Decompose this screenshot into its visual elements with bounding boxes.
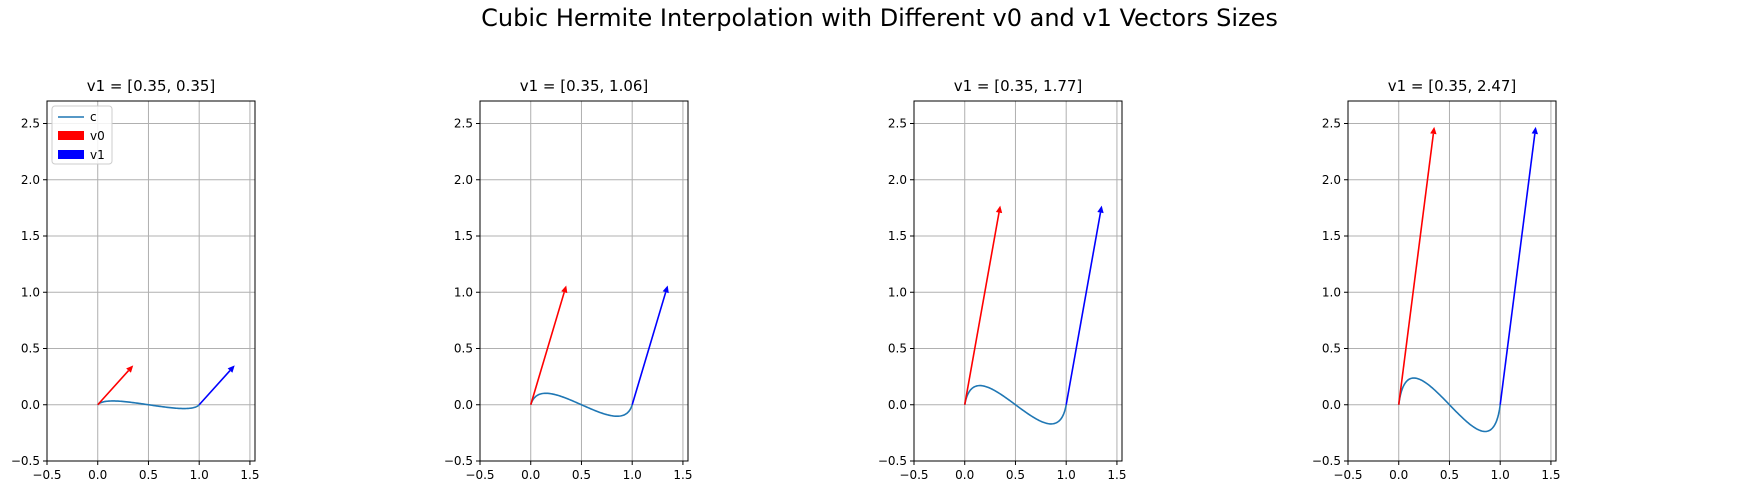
y-tick-label: 2.0 (21, 173, 40, 187)
v0-arrow-head (995, 205, 1003, 214)
v0-arrow-head (561, 285, 568, 294)
y-tick-label: 0.0 (454, 398, 473, 412)
y-tick-label: 0.5 (888, 342, 907, 356)
y-tick-label: 2.0 (888, 173, 907, 187)
legend-swatch-v1 (58, 150, 84, 159)
v1-arrow-shaft (631, 291, 667, 405)
x-tick-label: 0.0 (521, 468, 540, 482)
subplot-title: v1 = [0.35, 1.06] (520, 77, 649, 95)
v0-arrow (529, 285, 568, 405)
x-tick-label: 0.5 (139, 468, 158, 482)
y-tick-label: 1.0 (888, 285, 907, 299)
v1-arrow (1065, 205, 1104, 405)
legend-swatch-v0 (58, 131, 84, 140)
axes-frame (913, 100, 1123, 462)
hermite-curve (529, 392, 633, 418)
v1-arrow-shaft (198, 370, 231, 406)
v1-arrow-shaft (1065, 212, 1102, 405)
y-tick-label: 1.0 (1322, 285, 1341, 299)
v1-arrow-head (227, 365, 235, 373)
x-tick-label: −0.5 (1333, 468, 1362, 482)
v0-arrow-shaft (529, 291, 566, 405)
x-tick-label: 1.5 (673, 468, 692, 482)
y-tick-label: 0.0 (888, 398, 907, 412)
x-tick-label: 0.0 (955, 468, 974, 482)
y-tick-label: −0.5 (1312, 454, 1341, 468)
x-tick-label: 0.5 (1006, 468, 1025, 482)
subplot-title: v1 = [0.35, 0.35] (87, 77, 216, 95)
axes-frame (479, 100, 689, 462)
v0-arrow-head (126, 365, 134, 373)
v0-arrow-shaft (963, 212, 1000, 405)
v1-arrow-shaft (1499, 133, 1536, 405)
v1-arrow (198, 365, 235, 406)
x-tick-label: −0.5 (899, 468, 928, 482)
y-tick-label: 2.5 (888, 117, 907, 131)
v1-arrow-head (1097, 205, 1104, 214)
y-tick-label: 2.0 (454, 173, 473, 187)
x-tick-label: 1.5 (240, 468, 259, 482)
hermite-curve (963, 384, 1067, 425)
subplot-3: v1 = [0.35, 1.77] −0.5 0.0 0.5 1.0 1.5 −0.5 0.0… (878, 77, 1127, 482)
y-tick-label: −0.5 (11, 454, 40, 468)
y-tick-label: 1.5 (888, 229, 907, 243)
y-tick-label: 2.5 (21, 117, 40, 131)
y-tick-label: 1.5 (21, 229, 40, 243)
v1-arrow (631, 285, 669, 405)
v0-arrow (963, 205, 1003, 405)
x-tick-label: 0.5 (1440, 468, 1459, 482)
v1-arrow-head (662, 285, 669, 294)
x-tick-label: 1.0 (190, 468, 209, 482)
v0-arrow (97, 365, 134, 406)
legend: c v0 v1 (51, 105, 113, 165)
y-tick-label: 0.0 (21, 398, 40, 412)
subplot-title: v1 = [0.35, 1.77] (954, 77, 1083, 95)
hermite-curve (1397, 377, 1501, 433)
subplot-1: v1 = [0.35, 0.35] −0.5 0.0 0.5 1.0 1.5 −0.5 0.0… (11, 77, 260, 482)
legend-label: c (90, 110, 97, 124)
y-tick-label: 2.5 (1322, 117, 1341, 131)
axes-frame (46, 100, 256, 462)
x-tick-label: 1.5 (1107, 468, 1126, 482)
y-tick-label: 1.5 (1322, 229, 1341, 243)
x-tick-label: 1.0 (1491, 468, 1510, 482)
x-tick-label: 1.0 (623, 468, 642, 482)
x-tick-label: 0.0 (88, 468, 107, 482)
y-tick-label: 0.5 (21, 342, 40, 356)
y-tick-label: 0.5 (454, 342, 473, 356)
y-tick-label: 1.5 (454, 229, 473, 243)
x-tick-label: 1.0 (1057, 468, 1076, 482)
v0-arrow-shaft (97, 370, 130, 406)
x-tick-label: 0.5 (572, 468, 591, 482)
x-tick-label: −0.5 (32, 468, 61, 482)
legend-label: v0 (90, 129, 105, 143)
x-tick-label: −0.5 (465, 468, 494, 482)
y-tick-label: −0.5 (444, 454, 473, 468)
subplot-4: v1 = [0.35, 2.47] −0.5 0.0 0.5 1.0 1.5 −0.5 0.0… (1312, 77, 1561, 482)
v1-arrow-head (1531, 126, 1538, 135)
subplot-2: v1 = [0.35, 1.06] −0.5 0.0 0.5 1.0 1.5 −0.5 0.0… (444, 77, 693, 482)
v0-arrow-head (1430, 126, 1437, 135)
y-tick-label: 0.0 (1322, 398, 1341, 412)
x-tick-label: 1.5 (1541, 468, 1560, 482)
hermite-curve (97, 400, 200, 410)
v1-arrow (1499, 126, 1538, 405)
legend-label: v1 (90, 148, 105, 162)
x-tick-label: 0.0 (1389, 468, 1408, 482)
y-tick-label: 2.0 (1322, 173, 1341, 187)
figure-title: Cubic Hermite Interpolation with Differe… (481, 4, 1278, 32)
v0-arrow-shaft (1397, 133, 1435, 405)
axes-frame (1347, 100, 1557, 462)
subplot-title: v1 = [0.35, 2.47] (1388, 77, 1517, 95)
v0-arrow (1397, 126, 1437, 405)
y-tick-label: −0.5 (878, 454, 907, 468)
y-tick-label: 1.0 (454, 285, 473, 299)
y-tick-label: 2.5 (454, 117, 473, 131)
y-tick-label: 0.5 (1322, 342, 1341, 356)
y-tick-label: 1.0 (21, 285, 40, 299)
